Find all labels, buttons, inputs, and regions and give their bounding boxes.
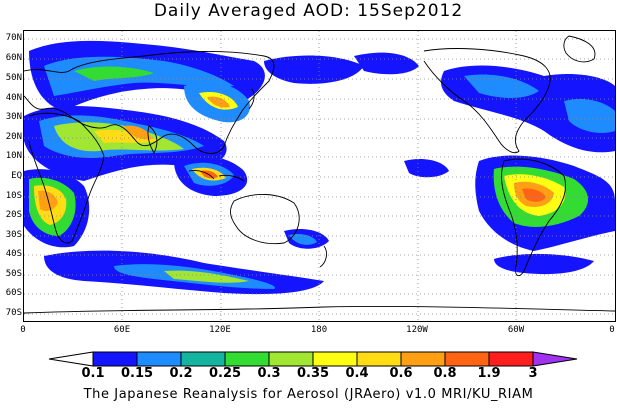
lat-label-50n: 50N	[5, 73, 22, 83]
colorbar-cell	[312, 351, 358, 367]
colorbar-cell	[488, 351, 534, 367]
lat-label-70n: 70N	[5, 33, 22, 43]
colorbar-cell	[400, 351, 446, 367]
colorbar-cell	[224, 351, 270, 367]
lon-label-60w: 60W	[507, 325, 525, 335]
colorbar-tick-label: 0.15	[120, 366, 154, 381]
lat-label-40s: 40S	[5, 249, 22, 259]
lat-label-50s: 50S	[5, 269, 22, 279]
lat-label-30s: 30S	[5, 230, 22, 240]
lat-label-20s: 20S	[5, 210, 22, 220]
lon-label-120e: 120E	[209, 325, 231, 335]
colorbar-tick-label: 0.1	[81, 366, 105, 381]
lat-label-20n: 20N	[5, 132, 22, 142]
lon-label-120w: 120W	[406, 325, 428, 335]
lat-label-10s: 10S	[5, 191, 22, 201]
lat-label-eq: EQ	[11, 171, 22, 181]
colorbar-tick-label: 0.3	[257, 366, 281, 381]
map-title: Daily Averaged AOD: 15Sep2012	[153, 1, 464, 21]
colorbar-below-triangle	[48, 351, 94, 367]
colorbar-cell	[356, 351, 402, 367]
lat-label-10n: 10N	[5, 151, 22, 161]
colorbar-tick-label: 0.6	[389, 366, 413, 381]
colorbar-above-triangle	[532, 351, 578, 367]
aod-map	[23, 30, 616, 322]
lat-label-40n: 40N	[5, 93, 22, 103]
colorbar-cell	[92, 351, 138, 367]
colorbar-tick-label: 0.25	[208, 366, 242, 381]
coastlines	[24, 35, 615, 314]
colorbar-tick-label: 0.8	[433, 366, 457, 381]
colorbar-tick-label: 3	[528, 366, 538, 381]
lon-label-0: 0	[20, 325, 26, 335]
aod-plumes	[24, 40, 615, 295]
colorbar-tick-label: 1.9	[477, 366, 501, 381]
colorbar-cell	[180, 351, 226, 367]
lat-label-60n: 60N	[5, 53, 22, 63]
colorbar-tick-label: 0.4	[345, 366, 369, 381]
colorbar-cell	[444, 351, 490, 367]
lat-label-30n: 30N	[5, 112, 22, 122]
credit-line: The Japanese Reanalysis for Aerosol (JRA…	[83, 387, 534, 402]
lat-label-70s: 70S	[5, 308, 22, 318]
colorbar-tick-label: 0.2	[169, 366, 193, 381]
colorbar-cell	[136, 351, 182, 367]
lon-label-180: 180	[310, 325, 328, 335]
colorbar-tick-label: 0.35	[296, 366, 330, 381]
lon-label-0-end: 0	[609, 325, 615, 335]
lon-label-60e: 60E	[113, 325, 131, 335]
lat-label-60s: 60S	[5, 288, 22, 298]
colorbar-cell	[268, 351, 314, 367]
aod-field	[24, 31, 615, 321]
